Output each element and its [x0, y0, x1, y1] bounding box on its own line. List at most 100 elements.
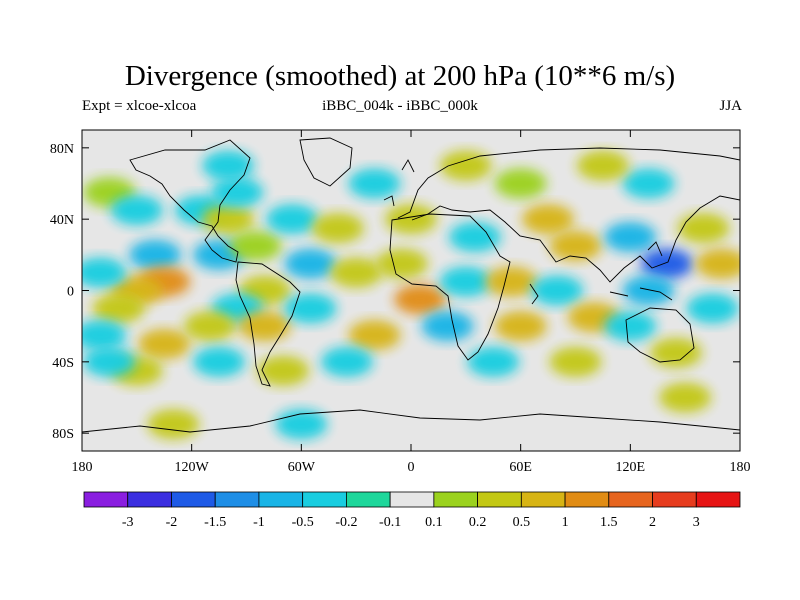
field-cell	[604, 311, 657, 342]
field-cell	[83, 346, 136, 377]
field-cell	[576, 150, 629, 181]
colorbar-box	[389, 491, 435, 508]
field-cell	[385, 204, 437, 235]
y-tick-label: 80N	[50, 142, 74, 157]
x-tick-label: 180	[72, 460, 93, 475]
colorbar-label: -1.5	[204, 515, 226, 530]
difference-label: iBBC_004k - iBBC_000k	[322, 98, 478, 114]
field-cell	[522, 204, 575, 235]
field-cell	[622, 168, 675, 199]
colorbar-label: 1.5	[600, 515, 618, 530]
colorbar: -3 -2 -1.5 -1 -0.5 -0.2 -0.1 0.1 0.2 0.5 1 1.5 2 3	[83, 491, 741, 530]
colorbar-label: -0.2	[335, 515, 357, 530]
field-cell	[238, 311, 291, 342]
colorbar-label: -0.1	[379, 515, 401, 530]
coastline-south-america	[235, 261, 301, 387]
field-cell	[202, 204, 255, 235]
x-tick-label: 180	[730, 460, 751, 475]
colorbar-label: 3	[693, 515, 700, 530]
field-cell	[686, 293, 739, 324]
colorbar-box	[258, 491, 304, 508]
colorbar-box	[652, 491, 697, 508]
field-cell	[330, 257, 383, 288]
y-axis: 80N 40N 0 40S 80S	[50, 142, 740, 442]
colorbar-label: 0.1	[425, 515, 443, 530]
field-cell	[439, 266, 492, 297]
field-cell	[284, 248, 337, 279]
field-cell	[92, 293, 145, 324]
field-cell	[640, 248, 693, 279]
field-cell	[284, 293, 337, 324]
field-cell	[421, 311, 474, 342]
field-cell	[448, 222, 501, 252]
colorbar-label: 1	[562, 515, 569, 530]
field-cell	[549, 346, 602, 377]
field-cell	[311, 213, 364, 244]
field-cell	[549, 230, 602, 261]
field-cell	[82, 320, 127, 351]
field-cell	[138, 329, 191, 359]
field-cell	[129, 239, 182, 270]
colorbar-label: -1	[253, 515, 265, 530]
field-cell	[375, 248, 428, 279]
field-cell	[321, 346, 374, 377]
x-tick-label: 120E	[616, 460, 646, 475]
field-cell	[348, 168, 401, 199]
experiment-label: Expt = xlcoe-xlcoa	[82, 98, 197, 114]
field-cell	[439, 150, 492, 181]
field-cell	[266, 204, 319, 235]
x-tick-label: 60W	[288, 460, 316, 475]
coastline-africa	[389, 213, 511, 361]
colorbar-box	[477, 491, 522, 508]
colorbar-label: -0.5	[292, 515, 314, 530]
colorbar-box	[83, 491, 129, 508]
y-tick-label: 80S	[52, 427, 74, 442]
field-cell	[147, 409, 200, 440]
field-cell	[494, 311, 547, 342]
colorbar-label: 0.2	[469, 515, 487, 530]
field-cell	[394, 284, 447, 315]
coastline-greenland	[299, 137, 353, 187]
field-cell	[183, 311, 236, 342]
colorbar-box	[171, 491, 216, 508]
field-cell	[202, 150, 255, 181]
colorbar-box	[214, 491, 260, 508]
field-cell	[82, 257, 127, 288]
colorbar-box	[695, 491, 741, 508]
field-cell	[659, 382, 712, 413]
coastline-antarctica	[82, 409, 740, 433]
x-axis: 180 120W 60W 0 60E 120E 180	[72, 130, 751, 475]
colorbar-box	[127, 491, 172, 508]
colorbar-box	[345, 491, 391, 508]
colorbar-box	[608, 491, 653, 508]
colorbar-box	[302, 491, 347, 508]
field-cell	[604, 222, 657, 252]
colorbar-label: -2	[166, 515, 178, 530]
chart-title: Divergence (smoothed) at 200 hPa (10**6 …	[124, 60, 676, 92]
colorbar-box	[564, 491, 610, 508]
coastline-north-america	[129, 139, 251, 263]
field-cell	[695, 248, 740, 279]
field-cell	[677, 213, 730, 244]
field-cell	[494, 168, 547, 199]
coastline-australia	[625, 307, 695, 363]
field-cell	[622, 275, 675, 306]
divergence-field	[82, 150, 740, 440]
colorbar-label: 0.5	[513, 515, 531, 530]
field-cell	[193, 346, 246, 377]
field-cell	[485, 266, 538, 297]
colorbar-box	[520, 491, 566, 508]
field-cell	[650, 337, 703, 368]
x-tick-label: 0	[408, 460, 415, 475]
coastlines	[82, 137, 740, 433]
season-label: JJA	[719, 98, 742, 114]
map-panel: 180 120W 60W 0 60E 120E 180 80N 40N 0 40S 80S	[50, 129, 751, 475]
colorbar-label: -3	[122, 515, 134, 530]
x-tick-label: 120W	[175, 460, 210, 475]
colorbar-label: 2	[649, 515, 656, 530]
field-cell	[531, 275, 584, 306]
coastline-islands	[383, 159, 673, 305]
y-tick-label: 40S	[52, 356, 74, 371]
field-cell	[348, 320, 401, 351]
